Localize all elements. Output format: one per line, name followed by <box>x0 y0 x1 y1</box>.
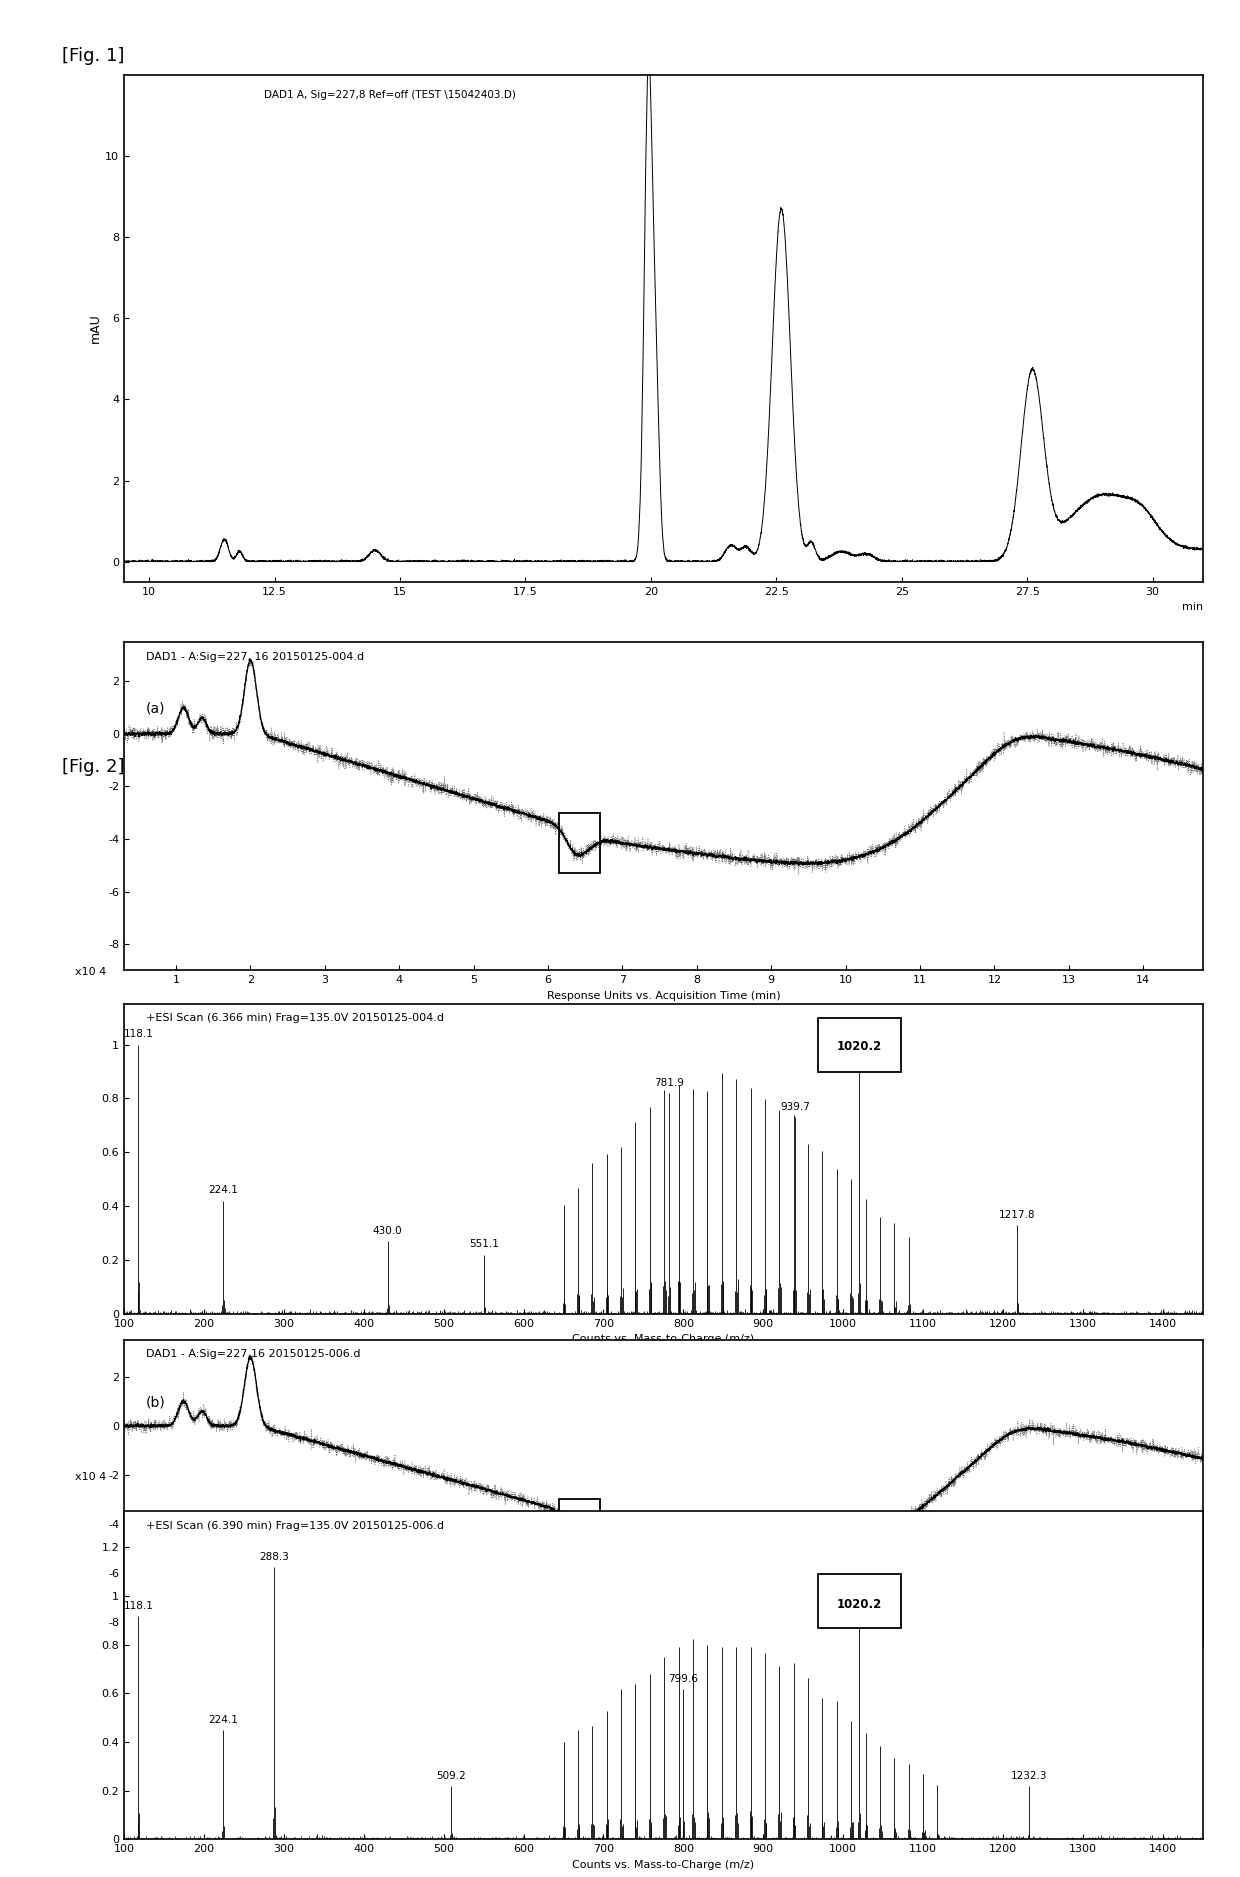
Text: 288.3: 288.3 <box>259 1552 289 1562</box>
X-axis label: Counts vs. Mass-to-Charge (m/z): Counts vs. Mass-to-Charge (m/z) <box>573 1860 754 1869</box>
Text: 1232.3: 1232.3 <box>1011 1772 1047 1781</box>
Text: +ESI Scan (6.366 min) Frag=135.0V 20150125-004.d: +ESI Scan (6.366 min) Frag=135.0V 201501… <box>145 1014 444 1023</box>
Text: [Fig. 2]: [Fig. 2] <box>62 758 124 777</box>
Text: DAD1 - A:Sig=227,16 20150125-006.d: DAD1 - A:Sig=227,16 20150125-006.d <box>145 1350 360 1359</box>
X-axis label: Counts vs. Mass-to-Charge (m/z): Counts vs. Mass-to-Charge (m/z) <box>573 1335 754 1344</box>
Text: [Fig. 1]: [Fig. 1] <box>62 47 124 66</box>
Text: DAD1 A, Sig=227,8 Ref=off (TEST \15042403.D): DAD1 A, Sig=227,8 Ref=off (TEST \1504240… <box>264 90 516 99</box>
Bar <box>818 1017 901 1072</box>
Text: 430.0: 430.0 <box>373 1226 403 1235</box>
Text: (b): (b) <box>145 1395 165 1410</box>
Text: +ESI Scan (6.390 min) Frag=135.0V 20150125-006.d: +ESI Scan (6.390 min) Frag=135.0V 201501… <box>145 1520 444 1532</box>
Text: min: min <box>1182 603 1203 612</box>
Bar <box>559 813 600 873</box>
Text: 799.6: 799.6 <box>668 1674 698 1684</box>
X-axis label: Response Units vs. Acquisition Time (min): Response Units vs. Acquisition Time (min… <box>547 991 780 1000</box>
Text: (a): (a) <box>145 702 165 715</box>
Text: 551.1: 551.1 <box>470 1239 500 1250</box>
Y-axis label: mAU: mAU <box>89 313 103 343</box>
Text: DAD1 - A:Sig=227, 16 20150125-004.d: DAD1 - A:Sig=227, 16 20150125-004.d <box>145 651 363 663</box>
Text: 509.2: 509.2 <box>436 1772 466 1781</box>
Text: x10 4: x10 4 <box>76 967 107 978</box>
Text: 1020.2: 1020.2 <box>837 1040 882 1053</box>
Text: 1217.8: 1217.8 <box>999 1209 1035 1220</box>
Text: 939.7: 939.7 <box>780 1102 810 1111</box>
X-axis label: Response Units vs. Acquisition Time (min): Response Units vs. Acquisition Time (min… <box>547 1667 780 1676</box>
Text: 118.1: 118.1 <box>124 1601 154 1610</box>
Text: 781.9: 781.9 <box>653 1077 683 1087</box>
Text: 1020.2: 1020.2 <box>837 1597 882 1610</box>
Text: 224.1: 224.1 <box>208 1716 238 1725</box>
Text: 224.1: 224.1 <box>208 1186 238 1196</box>
Bar <box>818 1575 901 1627</box>
Bar <box>559 1500 600 1550</box>
Text: x10 4: x10 4 <box>76 1472 107 1481</box>
Text: 118.1: 118.1 <box>124 1029 154 1040</box>
